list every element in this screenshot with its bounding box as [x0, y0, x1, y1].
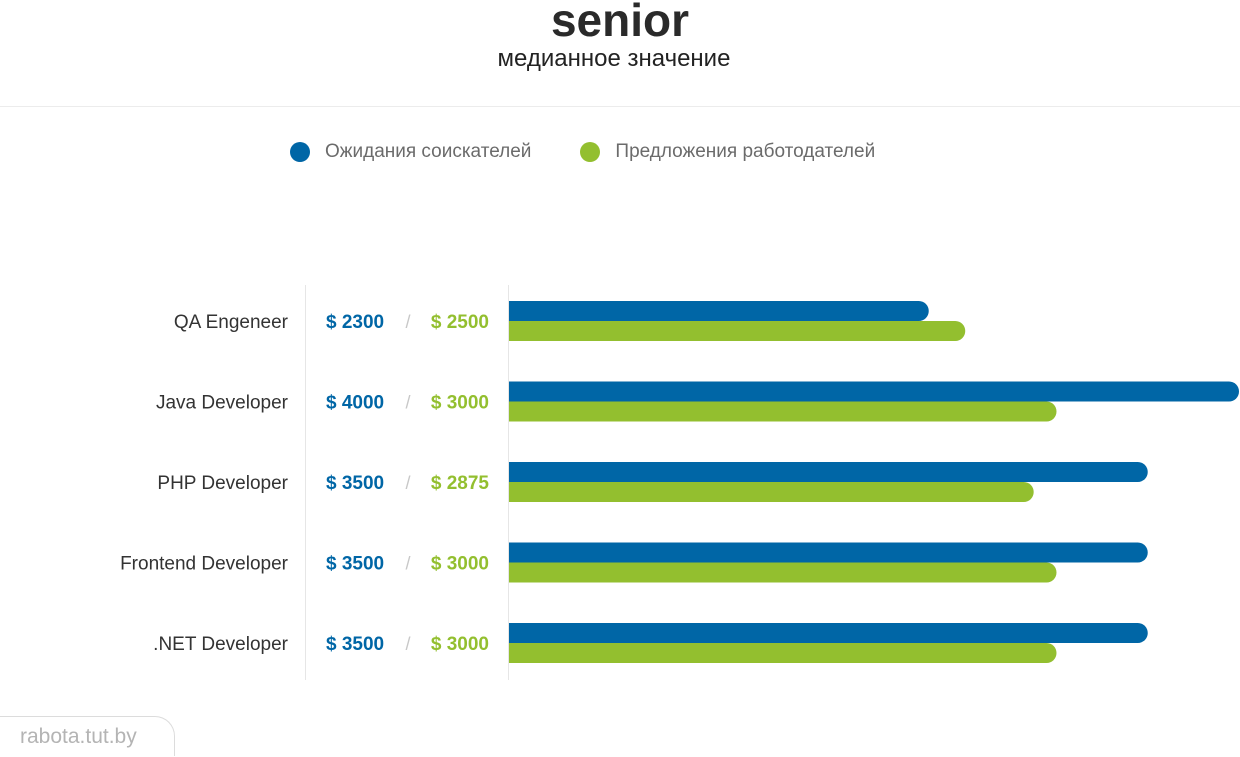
value-label-expectations-1: $ 4000	[326, 393, 384, 414]
value-separator-0: /	[405, 312, 410, 332]
bar-offers-2	[509, 482, 1034, 502]
bar-expectations-1	[509, 381, 1239, 402]
category-label-0: QA Engeneer	[174, 312, 289, 333]
watermark: rabota.tut.by	[0, 716, 175, 756]
legend-item-expectations: Ожидания соискателей	[290, 141, 531, 163]
value-label-expectations-0: $ 2300	[326, 312, 384, 333]
bar-offers-0	[509, 321, 966, 342]
value-label-expectations-4: $ 3500	[326, 634, 384, 655]
value-separator-3: /	[405, 554, 410, 574]
value-separator-1: /	[405, 393, 410, 413]
legend: Ожидания соискателей Предложения работод…	[290, 140, 875, 164]
value-separator-4: /	[405, 634, 410, 654]
value-label-offers-0: $ 2500	[431, 312, 489, 333]
legend-label-offers: Предложения работодателей	[615, 141, 876, 162]
bar-expectations-4	[509, 623, 1148, 643]
value-label-offers-2: $ 2875	[431, 473, 490, 494]
chart-subtitle: медианное значение	[497, 45, 731, 72]
header-divider	[0, 106, 1240, 107]
category-label-4: .NET Developer	[153, 634, 288, 655]
legend-dot-offers	[580, 142, 601, 162]
value-label-expectations-3: $ 3500	[326, 554, 384, 575]
legend-label-expectations: Ожидания соискателей	[325, 141, 532, 162]
value-label-offers-3: $ 3000	[431, 554, 489, 575]
bar-expectations-0	[509, 301, 929, 321]
value-label-expectations-2: $ 3500	[326, 473, 384, 494]
bar-expectations-3	[509, 542, 1148, 563]
category-label-1: Java Developer	[156, 393, 289, 414]
value-label-offers-4: $ 3000	[431, 634, 489, 655]
legend-item-offers: Предложения работодателей	[580, 141, 875, 163]
value-label-offers-1: $ 3000	[431, 393, 489, 414]
chart-title: senior	[550, 0, 690, 46]
bar-offers-3	[509, 562, 1057, 583]
bar-expectations-2	[509, 462, 1148, 482]
category-label-3: Frontend Developer	[120, 554, 289, 575]
legend-dot-expectations	[290, 142, 310, 162]
bar-offers-4	[509, 643, 1057, 663]
value-separator-2: /	[405, 473, 410, 493]
category-label-2: PHP Developer	[157, 473, 288, 494]
bar-offers-1	[509, 401, 1057, 422]
